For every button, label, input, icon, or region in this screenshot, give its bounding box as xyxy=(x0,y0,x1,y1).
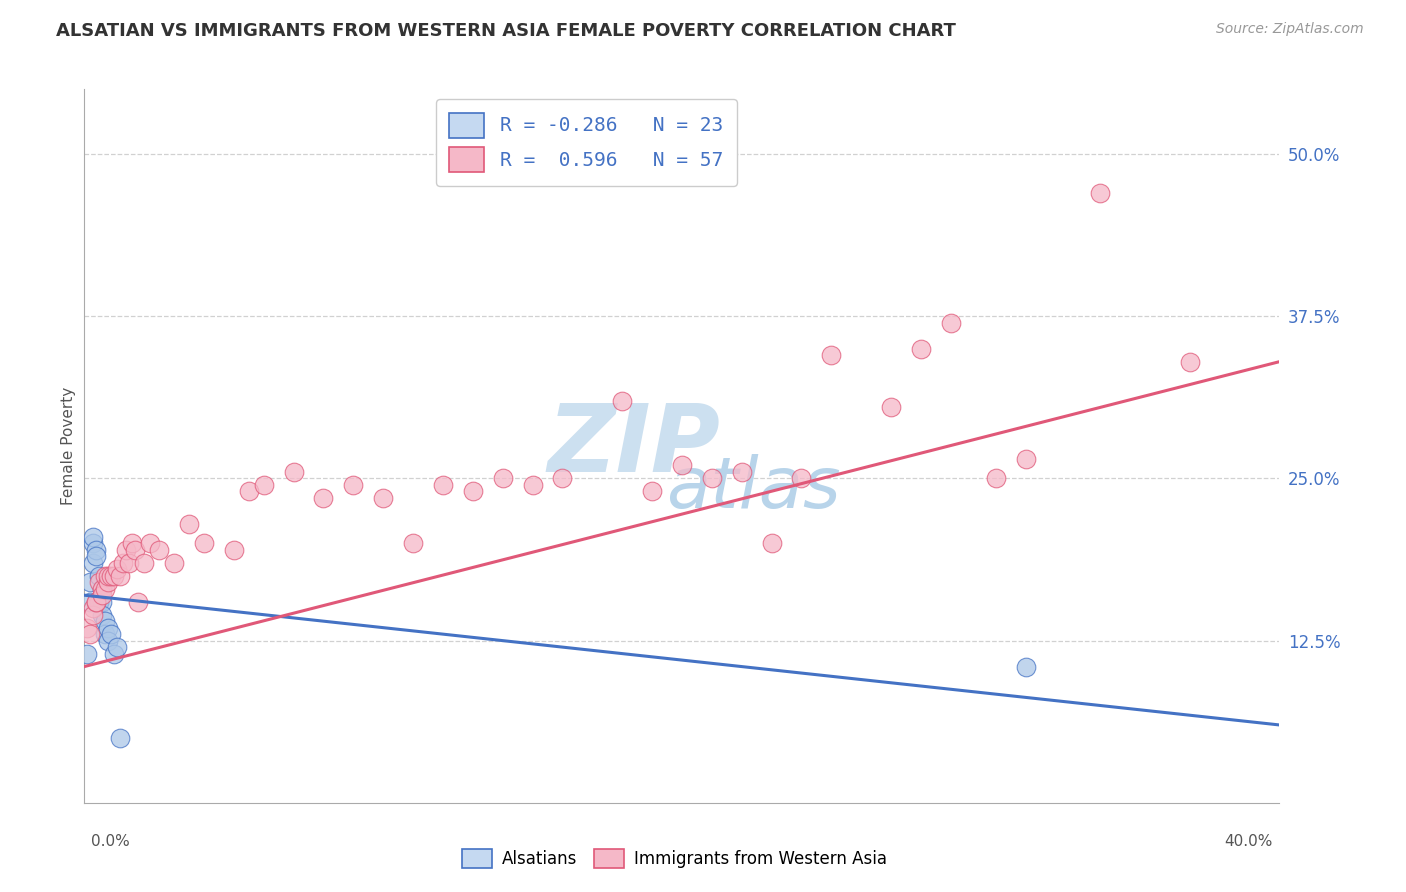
Point xyxy=(1014,659,1036,673)
Point xyxy=(177,516,200,531)
Point xyxy=(76,647,98,661)
Text: ZIP: ZIP xyxy=(548,400,720,492)
Point xyxy=(910,342,932,356)
Point xyxy=(105,562,128,576)
Point xyxy=(86,542,108,557)
Point xyxy=(124,542,146,557)
Point xyxy=(121,536,143,550)
Point xyxy=(112,556,135,570)
Point xyxy=(522,478,544,492)
Point xyxy=(79,627,101,641)
Text: 40.0%: 40.0% xyxy=(1225,834,1272,849)
Point xyxy=(880,400,903,414)
Point xyxy=(700,471,723,485)
Point xyxy=(105,640,128,654)
Point xyxy=(79,575,101,590)
Point xyxy=(139,536,162,550)
Point xyxy=(461,484,484,499)
Point xyxy=(984,471,1007,485)
Point xyxy=(492,471,515,485)
Point xyxy=(97,633,120,648)
Point xyxy=(432,478,454,492)
Point xyxy=(641,484,664,499)
Point xyxy=(253,478,276,492)
Point xyxy=(100,627,122,641)
Point xyxy=(100,568,122,582)
Point xyxy=(94,582,117,596)
Point xyxy=(89,595,111,609)
Point xyxy=(238,484,260,499)
Point xyxy=(91,582,114,596)
Point xyxy=(97,621,120,635)
Point xyxy=(1178,354,1201,368)
Point xyxy=(132,556,156,570)
Point xyxy=(222,542,245,557)
Point xyxy=(97,568,120,582)
Legend: Alsatians, Immigrants from Western Asia: Alsatians, Immigrants from Western Asia xyxy=(456,842,894,875)
Text: ALSATIAN VS IMMIGRANTS FROM WESTERN ASIA FEMALE POVERTY CORRELATION CHART: ALSATIAN VS IMMIGRANTS FROM WESTERN ASIA… xyxy=(56,22,956,40)
Point xyxy=(402,536,425,550)
Point xyxy=(103,647,125,661)
Point xyxy=(790,471,813,485)
Point xyxy=(89,575,111,590)
Point xyxy=(610,393,633,408)
Point xyxy=(283,465,305,479)
Point xyxy=(86,549,108,564)
Point xyxy=(312,491,335,505)
Point xyxy=(91,582,114,596)
Point xyxy=(82,536,104,550)
Point xyxy=(86,595,108,609)
Point xyxy=(1090,186,1112,200)
Point xyxy=(193,536,215,550)
Point xyxy=(82,607,104,622)
Legend: R = -0.286   N = 23, R =  0.596   N = 57: R = -0.286 N = 23, R = 0.596 N = 57 xyxy=(436,99,737,186)
Point xyxy=(79,595,101,609)
Point xyxy=(163,556,186,570)
Point xyxy=(89,595,111,609)
Point xyxy=(939,316,962,330)
Point xyxy=(76,621,98,635)
Point xyxy=(110,568,132,582)
Text: 0.0%: 0.0% xyxy=(91,834,131,849)
Point xyxy=(89,568,111,582)
Point xyxy=(110,731,132,745)
Point xyxy=(731,465,754,479)
Point xyxy=(671,458,693,473)
Point xyxy=(761,536,783,550)
Point xyxy=(82,530,104,544)
Point xyxy=(342,478,364,492)
Point xyxy=(118,556,141,570)
Point xyxy=(86,595,108,609)
Point xyxy=(103,568,125,582)
Point xyxy=(1014,452,1036,467)
Point xyxy=(91,588,114,602)
Text: Source: ZipAtlas.com: Source: ZipAtlas.com xyxy=(1216,22,1364,37)
Point xyxy=(91,607,114,622)
Point xyxy=(127,595,149,609)
Point xyxy=(820,348,842,362)
Text: atlas: atlas xyxy=(666,454,841,524)
Point xyxy=(115,542,138,557)
Point xyxy=(94,568,117,582)
Point xyxy=(148,542,170,557)
Point xyxy=(91,595,114,609)
Point xyxy=(371,491,394,505)
Point xyxy=(94,614,117,628)
Point xyxy=(82,556,104,570)
Point xyxy=(97,575,120,590)
Y-axis label: Female Poverty: Female Poverty xyxy=(60,387,76,505)
Point xyxy=(82,601,104,615)
Point xyxy=(551,471,574,485)
Point xyxy=(94,627,117,641)
